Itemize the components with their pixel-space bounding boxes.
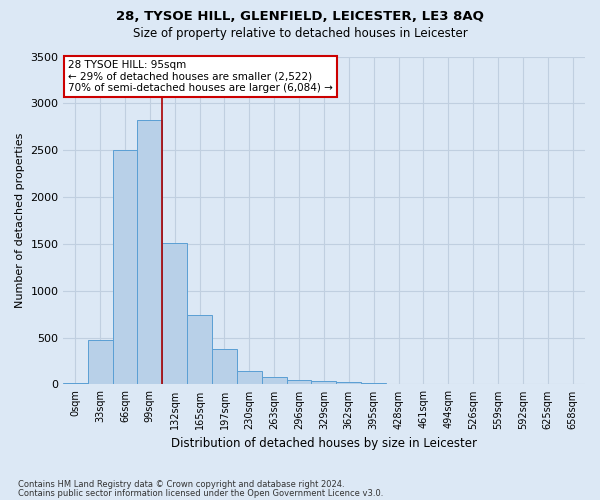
Text: 28 TYSOE HILL: 95sqm
← 29% of detached houses are smaller (2,522)
70% of semi-de: 28 TYSOE HILL: 95sqm ← 29% of detached h… (68, 60, 333, 93)
Y-axis label: Number of detached properties: Number of detached properties (15, 133, 25, 308)
Bar (113, 150, 137, 384)
Bar (337, 382, 361, 384)
Text: Contains public sector information licensed under the Open Government Licence v3: Contains public sector information licen… (18, 490, 383, 498)
Text: Contains HM Land Registry data © Crown copyright and database right 2024.: Contains HM Land Registry data © Crown c… (18, 480, 344, 489)
Bar (163, 243, 187, 384)
Bar (88, 340, 113, 384)
Bar (311, 380, 337, 384)
Text: 28, TYSOE HILL, GLENFIELD, LEICESTER, LE3 8AQ: 28, TYSOE HILL, GLENFIELD, LEICESTER, LE… (116, 10, 484, 23)
Text: Size of property relative to detached houses in Leicester: Size of property relative to detached ho… (133, 28, 467, 40)
Bar (361, 383, 386, 384)
Bar (237, 371, 262, 384)
Bar (287, 380, 311, 384)
Bar (187, 315, 212, 384)
Bar (63, 382, 88, 384)
X-axis label: Distribution of detached houses by size in Leicester: Distribution of detached houses by size … (171, 437, 477, 450)
Bar (262, 378, 287, 384)
Bar (137, 120, 163, 384)
Bar (212, 349, 237, 384)
